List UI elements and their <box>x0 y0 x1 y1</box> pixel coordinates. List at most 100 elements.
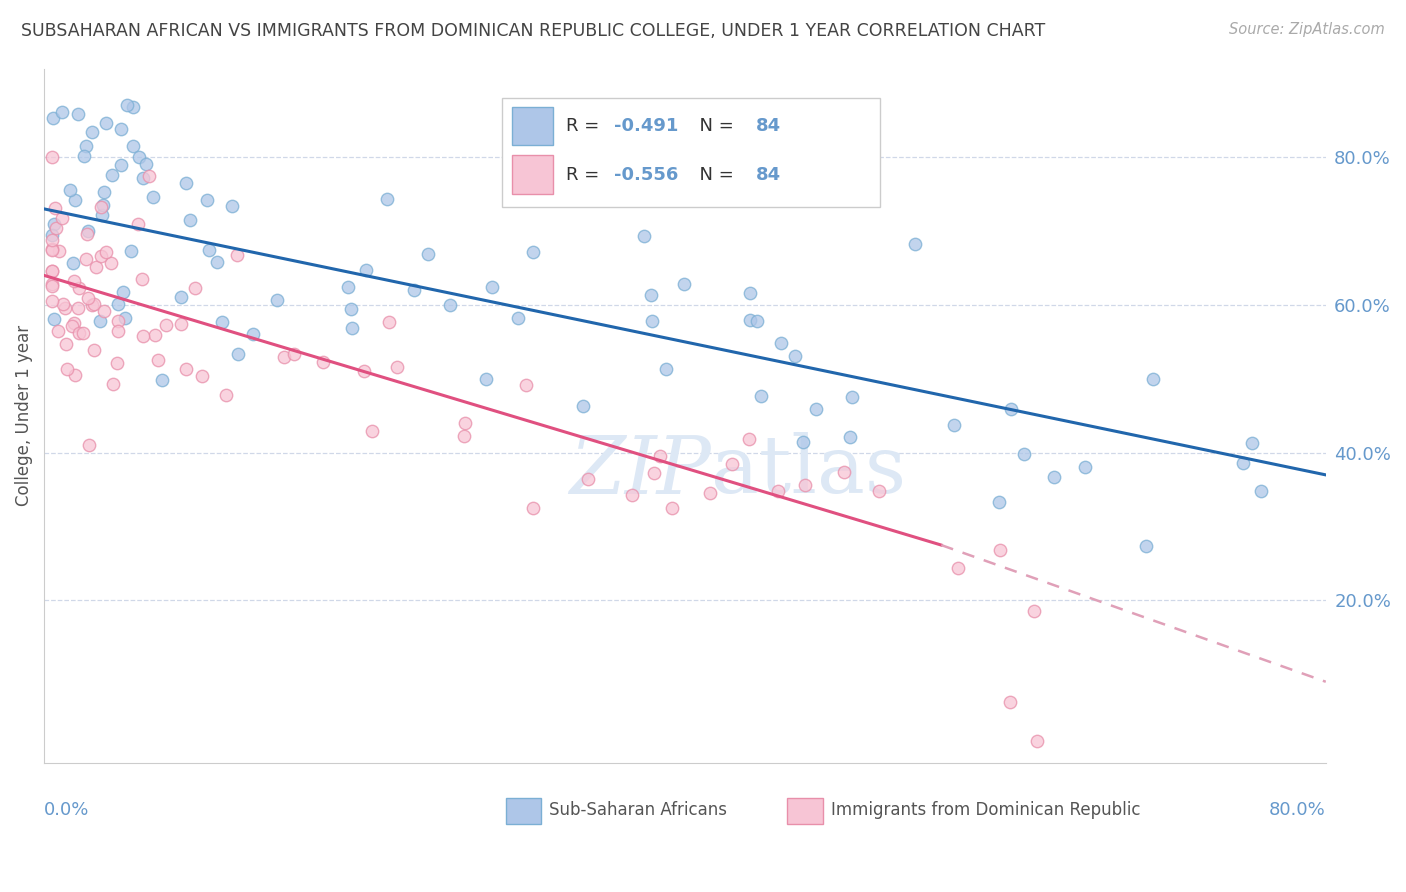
Point <box>640 288 662 302</box>
Point <box>89 200 111 214</box>
Point <box>508 311 530 326</box>
Point <box>988 495 1011 509</box>
Point <box>75 139 97 153</box>
FancyBboxPatch shape <box>502 98 880 208</box>
Point <box>63 368 86 382</box>
Point <box>41 243 63 257</box>
Point <box>41 233 63 247</box>
Point <box>672 277 695 291</box>
Point <box>453 416 475 430</box>
Point <box>90 249 112 263</box>
Point <box>41 293 63 308</box>
Point <box>91 208 114 222</box>
Point <box>191 368 214 383</box>
Point <box>93 304 115 318</box>
Point <box>170 290 193 304</box>
Point <box>377 315 399 329</box>
Point <box>174 361 197 376</box>
Point <box>94 116 117 130</box>
Point <box>66 106 89 120</box>
Point <box>354 263 377 277</box>
Point <box>226 248 249 262</box>
Point <box>105 356 128 370</box>
Point <box>242 326 264 341</box>
Point <box>475 372 498 386</box>
Point <box>221 198 243 212</box>
Point <box>93 198 115 212</box>
Point <box>266 293 288 308</box>
Point <box>943 418 966 433</box>
Point <box>655 361 678 376</box>
Point <box>841 390 863 404</box>
Point <box>72 326 94 340</box>
Point <box>648 449 671 463</box>
Point <box>55 336 77 351</box>
Point <box>576 472 599 486</box>
Point <box>107 296 129 310</box>
Point <box>122 139 145 153</box>
Point <box>749 389 772 403</box>
Point <box>76 291 98 305</box>
Point <box>340 302 363 317</box>
Text: Immigrants from Dominican Republic: Immigrants from Dominican Republic <box>831 801 1140 819</box>
Point <box>792 435 814 450</box>
Point <box>75 252 97 267</box>
Text: -0.491: -0.491 <box>614 117 679 136</box>
Point <box>132 328 155 343</box>
Point <box>44 202 66 216</box>
Point <box>44 221 66 235</box>
Point <box>59 183 82 197</box>
Point <box>1012 447 1035 461</box>
Point <box>48 244 70 259</box>
Point <box>67 281 90 295</box>
Point <box>94 244 117 259</box>
Point <box>174 176 197 190</box>
Point <box>522 245 544 260</box>
Point <box>439 298 461 312</box>
Point <box>766 483 789 498</box>
Point <box>946 561 969 575</box>
Text: -0.556: -0.556 <box>614 166 679 184</box>
Point <box>76 227 98 241</box>
Point <box>93 185 115 199</box>
Point <box>143 327 166 342</box>
Point <box>41 277 63 291</box>
Point <box>783 349 806 363</box>
Point <box>1232 457 1254 471</box>
Point <box>155 318 177 332</box>
Point <box>633 229 655 244</box>
Point <box>80 298 103 312</box>
Point <box>63 317 86 331</box>
Text: R =: R = <box>565 166 605 184</box>
Point <box>620 487 643 501</box>
Point <box>100 256 122 270</box>
Point <box>988 542 1011 557</box>
Point <box>738 286 761 301</box>
Point <box>51 211 73 226</box>
Point <box>73 149 96 163</box>
Point <box>418 246 440 260</box>
Point <box>745 313 768 327</box>
Point <box>41 264 63 278</box>
Point <box>53 301 76 315</box>
Point <box>150 373 173 387</box>
Point <box>804 401 827 416</box>
Point <box>67 326 90 340</box>
Point <box>340 320 363 334</box>
Point <box>117 98 139 112</box>
Point <box>76 224 98 238</box>
Point <box>60 319 83 334</box>
Point <box>128 150 150 164</box>
Point <box>111 285 134 299</box>
Point <box>42 112 65 126</box>
Point <box>211 315 233 329</box>
Point <box>122 100 145 114</box>
Text: ZIP: ZIP <box>569 433 710 510</box>
Point <box>661 500 683 515</box>
Point <box>127 218 149 232</box>
Point <box>170 317 193 331</box>
Point <box>769 336 792 351</box>
Text: N =: N = <box>688 166 740 184</box>
Point <box>207 255 229 269</box>
Point <box>1000 402 1022 417</box>
